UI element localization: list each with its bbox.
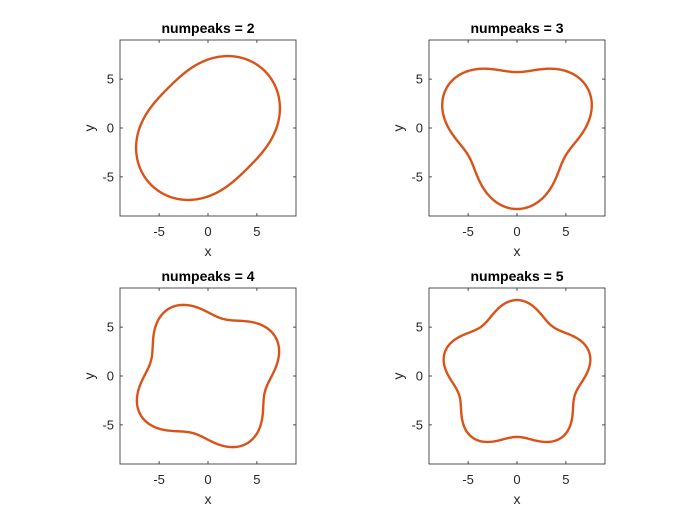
series-line [441, 67, 593, 211]
y-axis-label: y [81, 125, 97, 132]
y-tick-label: -5 [411, 417, 423, 432]
x-tick-label: -5 [153, 224, 165, 239]
axes-box [119, 287, 297, 465]
subplot-title: numpeaks = 5 [471, 268, 564, 284]
x-tick-label: -5 [462, 472, 474, 487]
x-tick-label: 5 [562, 224, 569, 239]
subplot-1: -5 0 5 -5 0 5 x y numpeaks = 2 [81, 20, 297, 259]
y-tick-label: -5 [102, 417, 114, 432]
subplot-2: -5 0 5 -5 0 5 x y numpeaks = 3 [390, 20, 606, 259]
y-axis-label: y [390, 373, 406, 380]
y-tick-label: 0 [416, 121, 423, 136]
axes-box [119, 39, 297, 217]
subplot-title: numpeaks = 4 [162, 268, 255, 284]
x-tick-label: 5 [253, 472, 260, 487]
x-tick-label: -5 [153, 472, 165, 487]
subplot-3: -5 0 5 -5 0 5 x y numpeaks = 4 [81, 268, 297, 507]
y-tick-label: 0 [416, 369, 423, 384]
y-tick-label: 5 [107, 320, 114, 335]
series-line [442, 298, 592, 444]
y-tick-label: 0 [107, 369, 114, 384]
y-tick-label: 5 [107, 72, 114, 87]
y-axis-label: y [390, 125, 406, 132]
x-tick-label: 5 [562, 472, 569, 487]
y-axis-label: y [81, 373, 97, 380]
series-line [134, 54, 282, 202]
y-tick-label: -5 [411, 169, 423, 184]
x-tick-label: 5 [253, 224, 260, 239]
x-axis-label: x [514, 491, 521, 507]
x-axis-label: x [205, 243, 212, 259]
subplot-title: numpeaks = 3 [471, 20, 564, 36]
x-tick-label: 0 [513, 472, 520, 487]
x-axis-label: x [514, 243, 521, 259]
y-tick-label: 0 [107, 121, 114, 136]
subplot-title: numpeaks = 2 [162, 20, 255, 36]
axes-box [428, 287, 606, 465]
y-tick-label: 5 [416, 72, 423, 87]
x-tick-label: -5 [462, 224, 474, 239]
x-tick-label: 0 [204, 224, 211, 239]
subplot-4: -5 0 5 -5 0 5 x y numpeaks = 5 [390, 268, 606, 507]
y-tick-label: -5 [102, 169, 114, 184]
y-tick-label: 5 [416, 320, 423, 335]
axes-box [428, 39, 606, 217]
x-tick-label: 0 [513, 224, 520, 239]
x-tick-label: 0 [204, 472, 211, 487]
series-line [135, 303, 281, 449]
x-axis-label: x [205, 491, 212, 507]
